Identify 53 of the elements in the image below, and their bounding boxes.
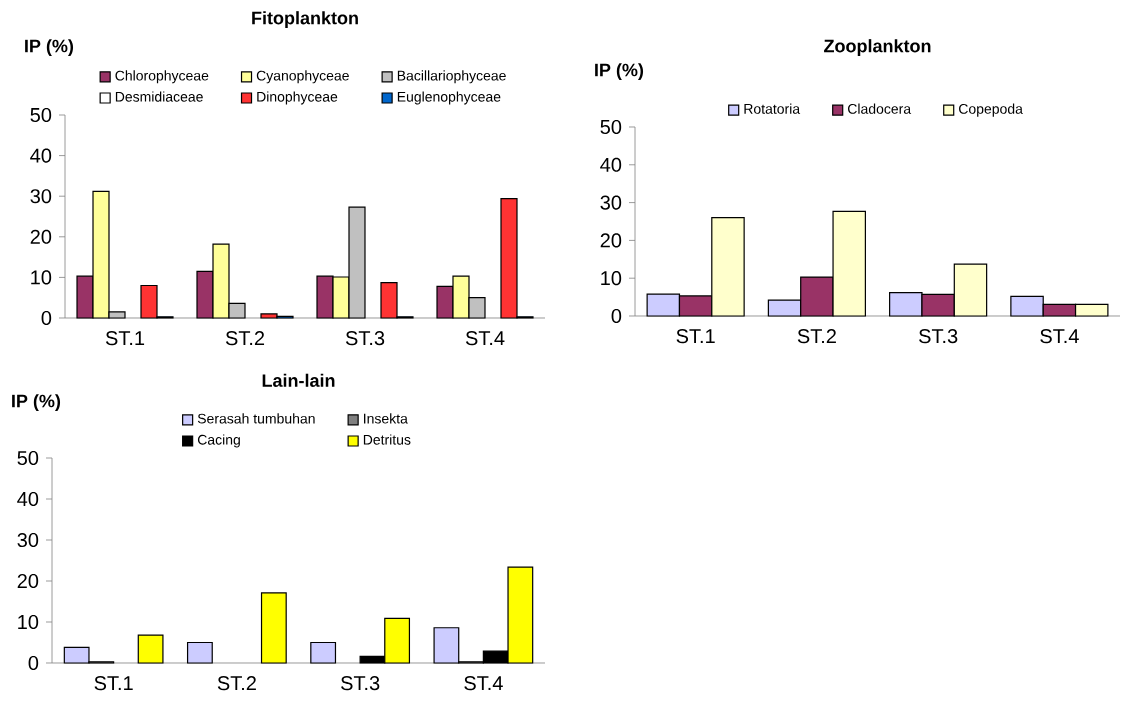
- x-tick-label: ST.4: [464, 676, 503, 691]
- y-tick-label: 30: [30, 189, 52, 204]
- x-tick-label: ST.1: [676, 329, 715, 344]
- legend-label: Bacillariophyceae: [397, 70, 506, 84]
- legend-label: Chlorophyceae: [115, 70, 209, 84]
- x-tick-label: ST.4: [465, 331, 505, 346]
- legend-label: Euglenophyceae: [397, 91, 501, 105]
- y-tick-label: 50: [30, 107, 52, 123]
- y-tick-label: 50: [17, 450, 39, 466]
- y-tick-label: 0: [28, 655, 39, 671]
- legend-label: Insekta: [364, 413, 408, 424]
- y-tick-label: 10: [601, 271, 622, 286]
- y-tick-label: 0: [611, 308, 622, 324]
- legend-label: Copepoda: [959, 103, 1023, 117]
- legend-label: Cyanophyceae: [256, 70, 349, 84]
- y-tick-label: 30: [600, 195, 622, 210]
- legend-label: Cacing: [197, 434, 240, 448]
- bar: [260, 592, 287, 664]
- y-tick-label: 50: [600, 119, 622, 135]
- chart-title: Lain-lain: [262, 373, 335, 387]
- x-tick-label: ST.1: [94, 676, 133, 691]
- y-tick-label: 40: [17, 491, 39, 507]
- x-tick-label: ST.3: [341, 676, 380, 691]
- y-tick-label: 20: [17, 573, 39, 589]
- bar: [186, 641, 213, 664]
- legend-label: Desmidiaceae: [115, 91, 203, 102]
- chart-title: Fitoplankton: [252, 11, 358, 28]
- bar: [310, 641, 337, 664]
- y-tick-label: 10: [31, 270, 52, 285]
- y-axis-title: IP (%): [25, 39, 74, 56]
- x-tick-label: ST.3: [345, 331, 385, 346]
- y-tick-label: 30: [17, 532, 39, 548]
- y-tick-label: 40: [30, 148, 52, 163]
- y-tick-label: 20: [30, 229, 52, 244]
- x-tick-label: ST.3: [919, 329, 958, 344]
- y-tick-label: 0: [41, 310, 52, 326]
- legend-label: Cladocera: [848, 103, 912, 114]
- legend-label: Detritus: [363, 434, 411, 445]
- x-tick-label: ST.2: [797, 329, 836, 344]
- chart-title: Zooplankton: [824, 39, 931, 56]
- x-tick-label: ST.1: [105, 331, 145, 346]
- legend-label: Dinophyceae: [257, 91, 338, 105]
- y-axis-title: IP (%): [12, 394, 61, 411]
- y-axis-title: IP (%): [595, 63, 644, 80]
- y-tick-label: 10: [18, 614, 39, 630]
- x-tick-label: ST.2: [225, 331, 265, 346]
- y-tick-label: 20: [600, 233, 622, 248]
- y-tick-label: 40: [600, 157, 622, 172]
- bar: [137, 634, 164, 664]
- legend-label: Rotatoria: [744, 103, 801, 114]
- x-tick-label: ST.4: [1040, 329, 1079, 344]
- legend-label: Serasah tumbuhan: [197, 413, 315, 424]
- x-tick-label: ST.2: [217, 676, 256, 691]
